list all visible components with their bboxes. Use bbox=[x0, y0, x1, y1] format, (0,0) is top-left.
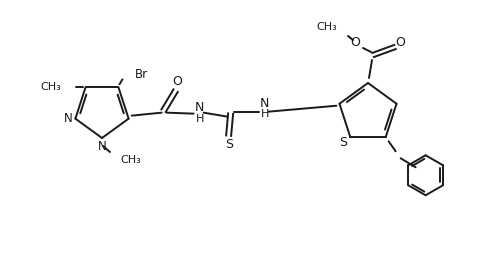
Text: S: S bbox=[225, 138, 233, 151]
Text: Br: Br bbox=[134, 68, 147, 81]
Text: N: N bbox=[260, 97, 269, 110]
Text: H: H bbox=[260, 109, 269, 119]
Text: H: H bbox=[195, 114, 204, 124]
Text: CH₃: CH₃ bbox=[120, 155, 141, 165]
Text: N: N bbox=[64, 112, 72, 125]
Text: O: O bbox=[173, 75, 183, 88]
Text: O: O bbox=[395, 36, 405, 50]
Text: CH₃: CH₃ bbox=[41, 82, 62, 92]
Text: O: O bbox=[350, 36, 360, 50]
Text: CH₃: CH₃ bbox=[316, 22, 337, 32]
Text: S: S bbox=[339, 136, 348, 149]
Text: N: N bbox=[98, 140, 107, 153]
Text: N: N bbox=[195, 101, 204, 114]
